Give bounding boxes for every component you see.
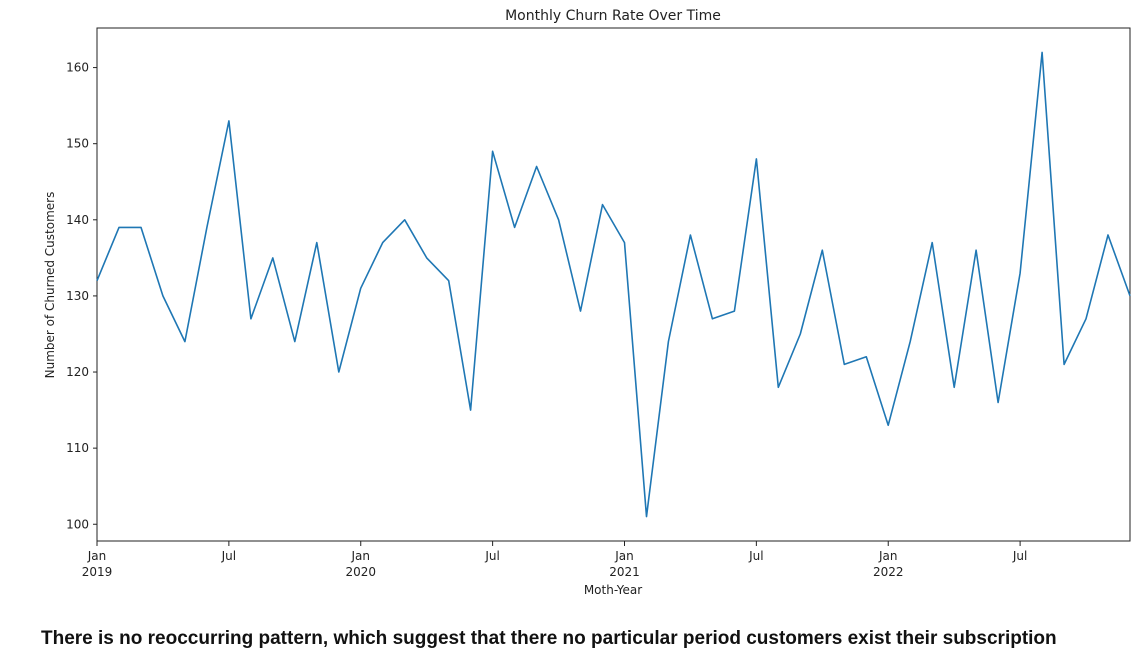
x-tick-label: Jul [484,549,499,563]
chart-title: Monthly Churn Rate Over Time [505,8,721,24]
y-tick-label: 150 [66,137,89,151]
data-point [140,226,142,228]
data-point [645,515,647,517]
data-point [1063,363,1065,365]
data-point [491,150,493,152]
data-point [667,340,669,342]
data-point [338,371,340,373]
data-point [447,279,449,281]
data-point [711,318,713,320]
x-tick-label: Jul [1012,549,1027,563]
data-point [96,279,98,281]
data-point [997,401,999,403]
data-point [931,241,933,243]
data-point [162,295,164,297]
x-tick-label: Jan [614,549,634,563]
data-point [623,241,625,243]
data-point [513,226,515,228]
line-chart: Monthly Churn Rate Over Time 100 110 120 13… [43,8,1131,597]
data-point [228,120,230,122]
y-axis-label: Number of Churned Customers [43,192,57,379]
x-tick-label: Jul [748,549,763,563]
y-axis-ticks: 100 110 120 130 140 150 160 [66,61,97,531]
x-tick-year-label: 2021 [609,565,640,579]
churn-series-line [96,51,1131,518]
y-tick-label: 160 [66,61,89,75]
data-point [1085,318,1087,320]
data-point [535,165,537,167]
data-point [755,158,757,160]
x-tick-label: Jan [350,549,370,563]
data-point [184,340,186,342]
data-point [601,203,603,205]
y-tick-label: 140 [66,213,89,227]
data-point [953,386,955,388]
data-point [733,310,735,312]
x-tick-label: Jan [87,549,107,563]
y-tick-label: 100 [66,517,89,531]
data-point [689,234,691,236]
data-point [118,226,120,228]
x-tick-year-label: 2019 [82,565,113,579]
data-point [469,409,471,411]
data-point [557,219,559,221]
y-tick-label: 120 [66,365,89,379]
data-point [294,340,296,342]
x-tick-year-label: 2020 [345,565,376,579]
data-point [1041,51,1043,53]
x-tick-label: Jan [878,549,898,563]
data-point [887,424,889,426]
y-tick-label: 130 [66,289,89,303]
data-point [1019,272,1021,274]
data-point [250,318,252,320]
series-lines [96,51,1131,518]
data-point [316,241,318,243]
x-tick-label: Jul [221,549,236,563]
analysis-caption: There is no reoccurring pattern, which s… [41,628,1057,649]
data-point [821,249,823,251]
x-tick-year-label: 2022 [873,565,904,579]
data-point [404,219,406,221]
data-point [360,287,362,289]
plot-frame [96,27,1131,542]
data-point [909,340,911,342]
data-point [975,249,977,251]
data-point [425,257,427,259]
x-axis-ticks: Jan 2019 Jul Jan 2020 Jul Jan 2021 Jul Jan 2022 Jul [82,541,1027,579]
data-point [799,333,801,335]
y-tick-label: 110 [66,441,89,455]
data-point [272,257,274,259]
data-point [382,241,384,243]
data-point [843,363,845,365]
x-axis-label: Moth-Year [584,583,642,597]
data-point [206,226,208,228]
data-point [777,386,779,388]
data-point [579,310,581,312]
data-point [1107,234,1109,236]
data-point [865,356,867,358]
data-point [1129,295,1131,297]
